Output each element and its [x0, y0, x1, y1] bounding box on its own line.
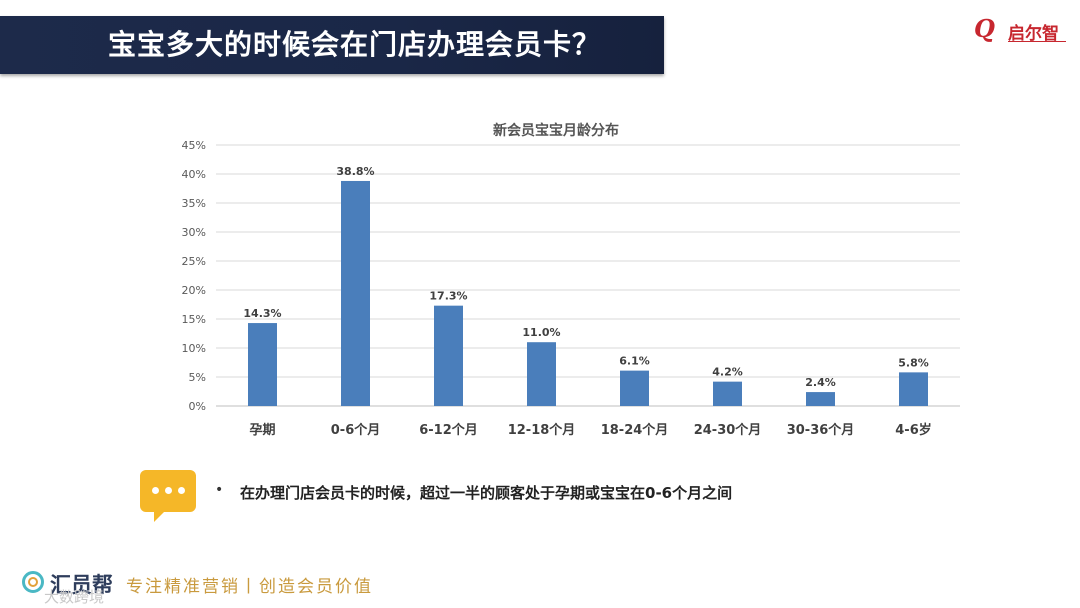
data-label: 17.3% [429, 290, 467, 303]
bar [434, 305, 463, 406]
bar [899, 372, 928, 406]
y-tick-label: 0% [189, 400, 206, 413]
x-tick-label: 30-36个月 [787, 422, 855, 438]
bar [341, 180, 370, 406]
chart-grid [216, 144, 960, 407]
x-tick-label: 12-18个月 [508, 422, 576, 438]
data-label: 4.2% [712, 366, 743, 379]
x-tick-label: 24-30个月 [694, 422, 762, 438]
y-tick-label: 25% [182, 255, 206, 268]
x-tick-label: 4-6岁 [895, 422, 932, 438]
brand-logo: Q 启尔智 [970, 14, 1070, 46]
x-axis: 孕期 0-6个月 6-12个月 12-18个月 18-24个月 24-30个月 30-36个… [249, 422, 931, 438]
bar [620, 370, 649, 406]
y-tick-label: 20% [182, 284, 206, 297]
logo-underline [1008, 41, 1066, 42]
bar [248, 323, 277, 406]
y-tick-label: 35% [182, 197, 206, 210]
y-tick-label: 5% [189, 371, 206, 384]
logo-brand-text: 启尔智 [1008, 24, 1059, 44]
data-label: 6.1% [619, 355, 650, 368]
logo-mark: Q [974, 14, 995, 43]
bar [806, 392, 835, 406]
bar [527, 342, 556, 406]
y-tick-label: 45% [182, 139, 206, 152]
footer-brand: 汇员帮 [50, 573, 113, 597]
y-tick-label: 10% [182, 342, 206, 355]
y-axis: 0% 5% 10% 15% 20% 25% 30% 35% 40% 45% [182, 139, 206, 413]
bar [713, 381, 742, 406]
data-label: 11.0% [522, 326, 560, 339]
data-labels: 14.3% 38.8% 17.3% 11.0% 6.1% 4.2% 2.4% 5.8% [243, 165, 928, 389]
dot-icon [165, 487, 172, 494]
data-label: 5.8% [898, 356, 929, 369]
bullet-point: • [215, 482, 224, 498]
page-title: 宝宝多大的时候会在门店办理会员卡？ [108, 28, 602, 61]
x-tick-label: 孕期 [249, 423, 275, 438]
bar-series [248, 180, 928, 406]
note-text: 在办理门店会员卡的时候，超过一半的顾客处于孕期或宝宝在0-6个月之间 [240, 484, 733, 502]
footer-slogan: 专注精准营销丨创造会员价值 [126, 577, 373, 597]
data-label: 38.8% [336, 165, 374, 178]
x-tick-label: 0-6个月 [331, 422, 381, 438]
footer-logo-icon [22, 571, 44, 593]
chart-title: 新会员宝宝月龄分布 [493, 122, 619, 139]
data-label: 2.4% [805, 376, 836, 389]
speech-bubble-icon [140, 470, 196, 522]
footer-caption: 大数跨境 [44, 588, 105, 606]
dot-icon [178, 487, 185, 494]
x-tick-label: 6-12个月 [419, 422, 478, 438]
y-tick-label: 15% [182, 313, 206, 326]
data-label: 14.3% [243, 307, 281, 320]
y-tick-label: 30% [182, 226, 206, 239]
title-banner: 宝宝多大的时候会在门店办理会员卡？ [0, 16, 664, 74]
x-tick-label: 18-24个月 [601, 422, 669, 438]
y-tick-label: 40% [182, 168, 206, 181]
dot-icon [152, 487, 159, 494]
